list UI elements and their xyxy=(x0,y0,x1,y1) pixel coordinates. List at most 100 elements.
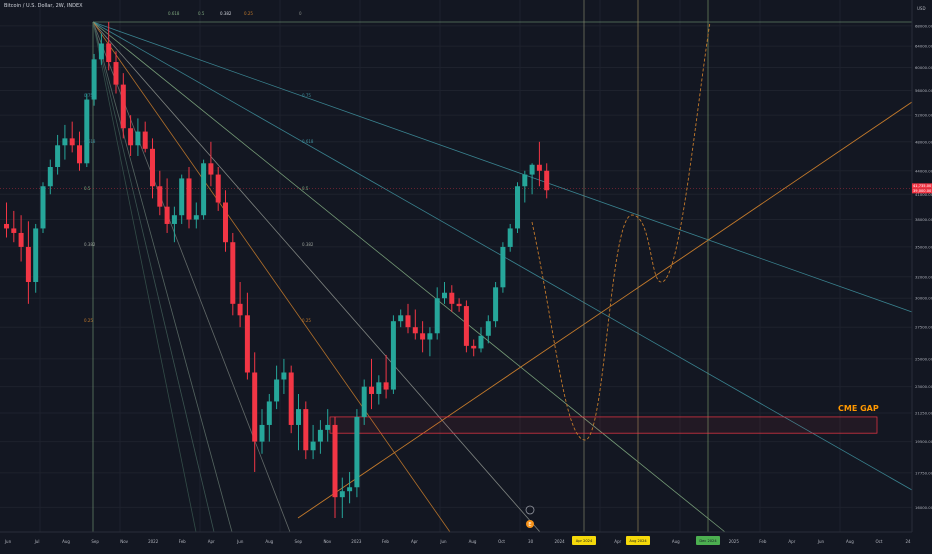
candle-body xyxy=(288,372,294,425)
candle-body xyxy=(339,491,345,498)
time-tick-label: 30 xyxy=(528,539,534,544)
candle-body xyxy=(179,178,185,216)
fan-level-label-left: 0.25 xyxy=(84,318,93,323)
candle-body xyxy=(522,174,528,187)
time-tick-label: Jun xyxy=(4,539,12,544)
candle-body xyxy=(208,163,214,175)
time-tick-label: Sep xyxy=(91,539,99,544)
fan-level-label-diag: 0.75 xyxy=(302,93,311,98)
candle-body xyxy=(201,163,207,216)
fan-line xyxy=(92,21,215,533)
price-tick-label: 17750.00 xyxy=(915,470,932,475)
price-tick-label: 56000.00 xyxy=(915,88,932,93)
price-badge-bg xyxy=(912,183,932,189)
candle-body xyxy=(77,145,82,164)
price-tick-label: 30000.00 xyxy=(915,296,932,301)
support-trendline xyxy=(297,101,913,519)
candle-body xyxy=(91,59,97,100)
news-bubble xyxy=(525,505,535,515)
drawings xyxy=(0,0,913,532)
time-tick-label: Oct xyxy=(498,539,505,544)
candle-body xyxy=(281,372,287,380)
event-marker-bg xyxy=(626,536,650,545)
candle-body xyxy=(150,148,155,187)
candle-body xyxy=(128,128,134,146)
candle-body xyxy=(113,62,119,85)
candle-body xyxy=(310,441,316,451)
candle-body xyxy=(361,386,367,417)
fan-level-label-diag: 0.25 xyxy=(302,318,311,323)
candle-body xyxy=(252,372,258,442)
event-marker-label: Apr 2024 xyxy=(576,539,593,543)
candle-body xyxy=(186,178,192,220)
time-tick-label: Apr xyxy=(788,539,795,544)
time-tick-label: Aug xyxy=(265,539,273,544)
time-tick-label: Nov xyxy=(120,539,128,544)
fan-level-label-diag: 0.382 xyxy=(302,242,314,247)
candle-body xyxy=(398,315,404,322)
fan-level-label-left: 0.75 xyxy=(84,93,93,98)
price-tick-label: 68000.00 xyxy=(915,23,932,28)
price-tick-label: 23000.00 xyxy=(915,384,932,389)
price-tick-label: 52000.00 xyxy=(915,113,932,118)
time-tick-label: Aug xyxy=(846,539,854,544)
candle-body xyxy=(449,292,455,304)
time-tick-label: 24 xyxy=(905,539,911,544)
price-tick-label: 41000.00 xyxy=(915,192,932,197)
fan-level-label-left: 0.618 xyxy=(84,139,96,144)
projection-path xyxy=(531,21,711,441)
time-tick-label: Apr xyxy=(614,539,621,544)
fan-level-label-left: 0.382 xyxy=(84,242,96,247)
candle-body xyxy=(456,303,462,307)
candle-body xyxy=(47,167,53,187)
candle-body xyxy=(383,382,389,390)
candle-body xyxy=(237,303,243,316)
time-tick-label: Nov xyxy=(323,539,331,544)
price-axis-bg xyxy=(912,0,932,550)
currency-label: USD xyxy=(917,6,926,11)
time-tick-label: Jun xyxy=(236,539,244,544)
fan-level-label-left: 0.5 xyxy=(84,186,91,191)
candle-body xyxy=(405,315,411,328)
price-badge-bg xyxy=(912,188,932,194)
price-badge-label: 39,000.00 xyxy=(913,189,932,193)
candle-body xyxy=(230,242,236,304)
time-tick-label: 2023 xyxy=(351,539,362,544)
candle-body xyxy=(303,409,309,451)
candle-body xyxy=(25,246,31,282)
price-tick-label: 32000.00 xyxy=(915,274,932,279)
candle-body xyxy=(120,84,126,129)
price-tick-label: 25000.00 xyxy=(915,356,932,361)
earnings-bubble xyxy=(526,520,534,528)
time-tick-label: Oct xyxy=(876,539,883,544)
price-tick-label: 44000.00 xyxy=(915,168,932,173)
candle-body xyxy=(142,131,148,149)
price-badge-label: 41,735.00 xyxy=(913,184,932,188)
fan-line xyxy=(92,21,913,313)
candle-body xyxy=(442,292,447,299)
candle-body xyxy=(500,246,506,288)
time-tick-label: Aug xyxy=(469,539,477,544)
candle-body xyxy=(420,333,426,340)
candle-body xyxy=(223,202,228,243)
candle-body xyxy=(215,174,221,203)
event-marker-label: Dec 2024 xyxy=(699,539,717,543)
fan-level-label-diag: 0.5 xyxy=(302,186,309,191)
candle-body xyxy=(390,321,396,390)
candle-body xyxy=(4,223,9,229)
candle-body xyxy=(493,287,499,322)
price-tick-label: 48000.00 xyxy=(915,139,932,144)
price-tick-label: 19500.00 xyxy=(915,439,932,444)
candle-body xyxy=(55,145,61,168)
price-tick-label: 60000.00 xyxy=(915,65,932,70)
candle-body xyxy=(11,228,17,233)
candle-body xyxy=(463,306,469,346)
time-tick-label: 2025 xyxy=(729,539,740,544)
candle-body xyxy=(106,43,112,63)
candle-body xyxy=(354,416,360,488)
chart-labels: 0.75 0.618 0.5 0.382 0.25 0.75 0.618 0.5 0.382 0.… xyxy=(84,11,879,528)
candle-body xyxy=(317,429,323,442)
